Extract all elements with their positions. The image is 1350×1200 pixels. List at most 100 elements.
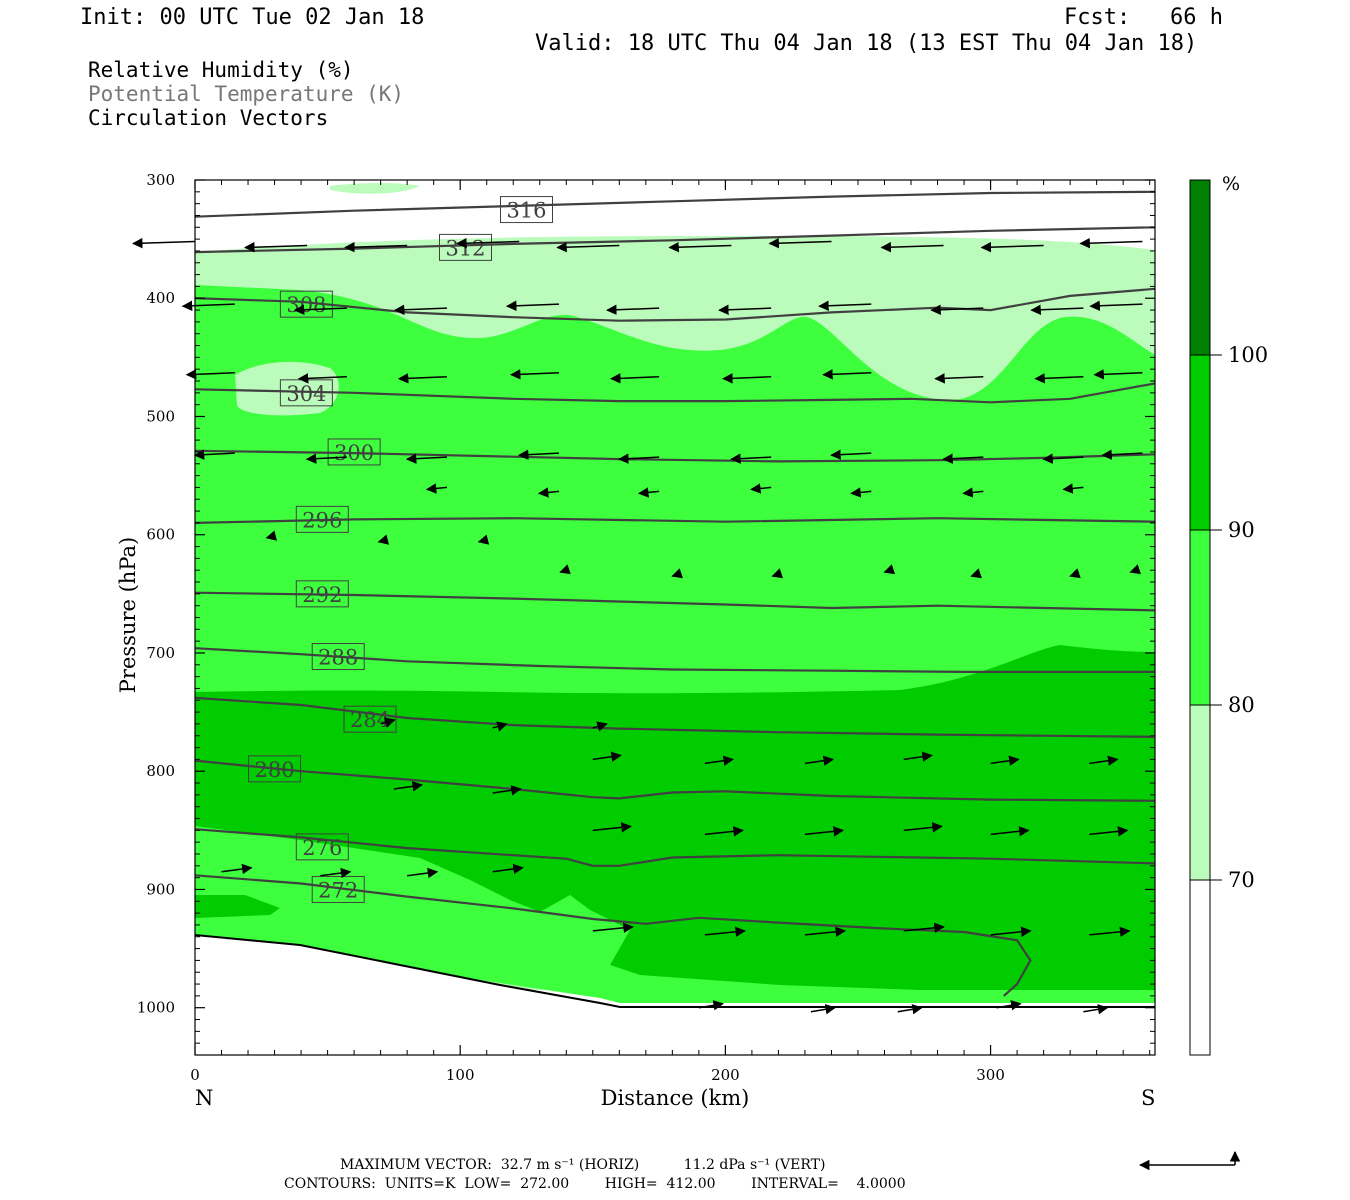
circulation-vector (592, 822, 632, 833)
circulation-vector (990, 826, 1030, 837)
terrain-mask (195, 935, 1155, 1055)
rh-fill-layer (195, 180, 1155, 1055)
circulation-vector (1079, 237, 1143, 249)
y-tick-label: 900 (146, 880, 175, 898)
circulation-vector (990, 926, 1032, 938)
theta-label-272: 272 (311, 875, 365, 903)
circulation-vector (822, 369, 872, 380)
theta-contour-308 (194, 287, 1156, 322)
x-tick-label: 0 (190, 1066, 200, 1084)
y-tick-label: 800 (146, 762, 175, 780)
theta-contour-284 (194, 696, 1156, 738)
circulation-vector (903, 922, 945, 934)
circulation-vector (265, 530, 277, 541)
circulation-vector (750, 483, 772, 494)
theta-label-text: 288 (318, 646, 358, 670)
circulation-vector (768, 237, 832, 249)
theta-contour-300 (194, 449, 1156, 463)
theta-label-text: 292 (302, 583, 342, 607)
colorbar-label: 70 (1228, 868, 1255, 892)
circulation-vector (818, 300, 872, 312)
theta-label-text: 308 (286, 293, 326, 317)
theta-label-text: 280 (255, 758, 295, 782)
circulation-vector (344, 241, 408, 253)
theta-label-292: 292 (295, 580, 349, 608)
theta-label-300: 300 (327, 438, 381, 466)
theta-contour-276 (194, 828, 1156, 867)
circulation-vector (1089, 755, 1119, 766)
theta-label-text: 300 (334, 441, 374, 465)
circulation-vector (722, 373, 772, 384)
circulation-vector (592, 751, 622, 762)
circulation-vector (492, 785, 522, 796)
y-tick-label: 400 (146, 289, 175, 307)
theta-label-304: 304 (279, 379, 333, 407)
circulation-vector (556, 241, 620, 253)
circulation-vector (1083, 1004, 1109, 1015)
circulation-vector (193, 449, 235, 460)
circulation-vector (1062, 483, 1084, 494)
circulation-vector (1089, 826, 1129, 837)
circulation-vector (930, 304, 984, 316)
theta-label-text: 272 (318, 878, 358, 902)
circulation-vector (804, 755, 834, 766)
circulation-vector (934, 373, 984, 384)
init-time: Init: 00 UTC Tue 02 Jan 18 (80, 5, 425, 30)
circulation-vector (1069, 568, 1081, 579)
theta-label-288: 288 (311, 643, 365, 671)
circulation-vector (704, 826, 744, 837)
circulation-vector (804, 926, 846, 938)
theta-label-text: 284 (350, 708, 390, 732)
circulation-vector (1093, 369, 1143, 380)
circulation-vector (606, 304, 660, 316)
colorbar-label: 90 (1228, 518, 1255, 542)
circulation-vector (517, 449, 560, 460)
circulation-vector (810, 1004, 836, 1015)
y-tick-label: 300 (146, 171, 175, 189)
circulation-vector (704, 755, 734, 766)
circulation-vector (903, 751, 933, 762)
circulation-vector (505, 300, 560, 312)
x-tick-label: 200 (711, 1066, 740, 1084)
circulation-vector (897, 1004, 923, 1015)
circulation-vector (850, 487, 872, 498)
theta-contour-304 (194, 382, 1156, 404)
rh-fill-90-100-patch (195, 895, 280, 918)
circulation-vector (704, 926, 746, 938)
circulation-vector (880, 241, 944, 253)
theta-label-text: 296 (302, 508, 342, 532)
circulation-vector (425, 483, 448, 494)
circulation-vector (980, 241, 1044, 253)
colorbar-label: 100 (1228, 343, 1268, 367)
theta-label-text: 276 (302, 836, 342, 860)
circulation-vector (407, 867, 439, 879)
circulation-vector (559, 564, 571, 575)
rh-fill-70-80-top-patch (330, 183, 420, 194)
colorbar-band (1189, 179, 1211, 356)
circulation-vector (1034, 373, 1084, 384)
circulation-vector (668, 241, 732, 253)
colorbar-unit: % (1222, 173, 1240, 195)
y-axis-label: Pressure (hPa) (116, 537, 140, 693)
circulation-vector (297, 373, 347, 384)
circulation-vector (537, 487, 560, 498)
circulation-vector (592, 922, 634, 934)
circulation-vector (718, 304, 772, 316)
rh-fill-90-100 (195, 645, 1155, 990)
theta-label-text: 316 (506, 199, 546, 223)
valid-time: Valid: 18 UTC Thu 04 Jan 18 (13 EST Thu … (535, 31, 1198, 56)
circulation-vector (221, 863, 253, 875)
circulation-vector (970, 568, 982, 579)
circulation-vector (393, 304, 447, 316)
circulation-vector (942, 453, 984, 464)
circulation-vector (1042, 453, 1084, 464)
circulation-vector (1089, 926, 1131, 938)
circulation-vector (671, 568, 683, 579)
field-label-theta: Potential Temperature (K) (88, 82, 405, 106)
theta-contour-288 (194, 647, 1155, 673)
circulation-vector (181, 300, 235, 312)
circulation-vector (990, 755, 1020, 766)
circulation-vector (962, 487, 984, 498)
theta-label-280: 280 (248, 755, 302, 783)
